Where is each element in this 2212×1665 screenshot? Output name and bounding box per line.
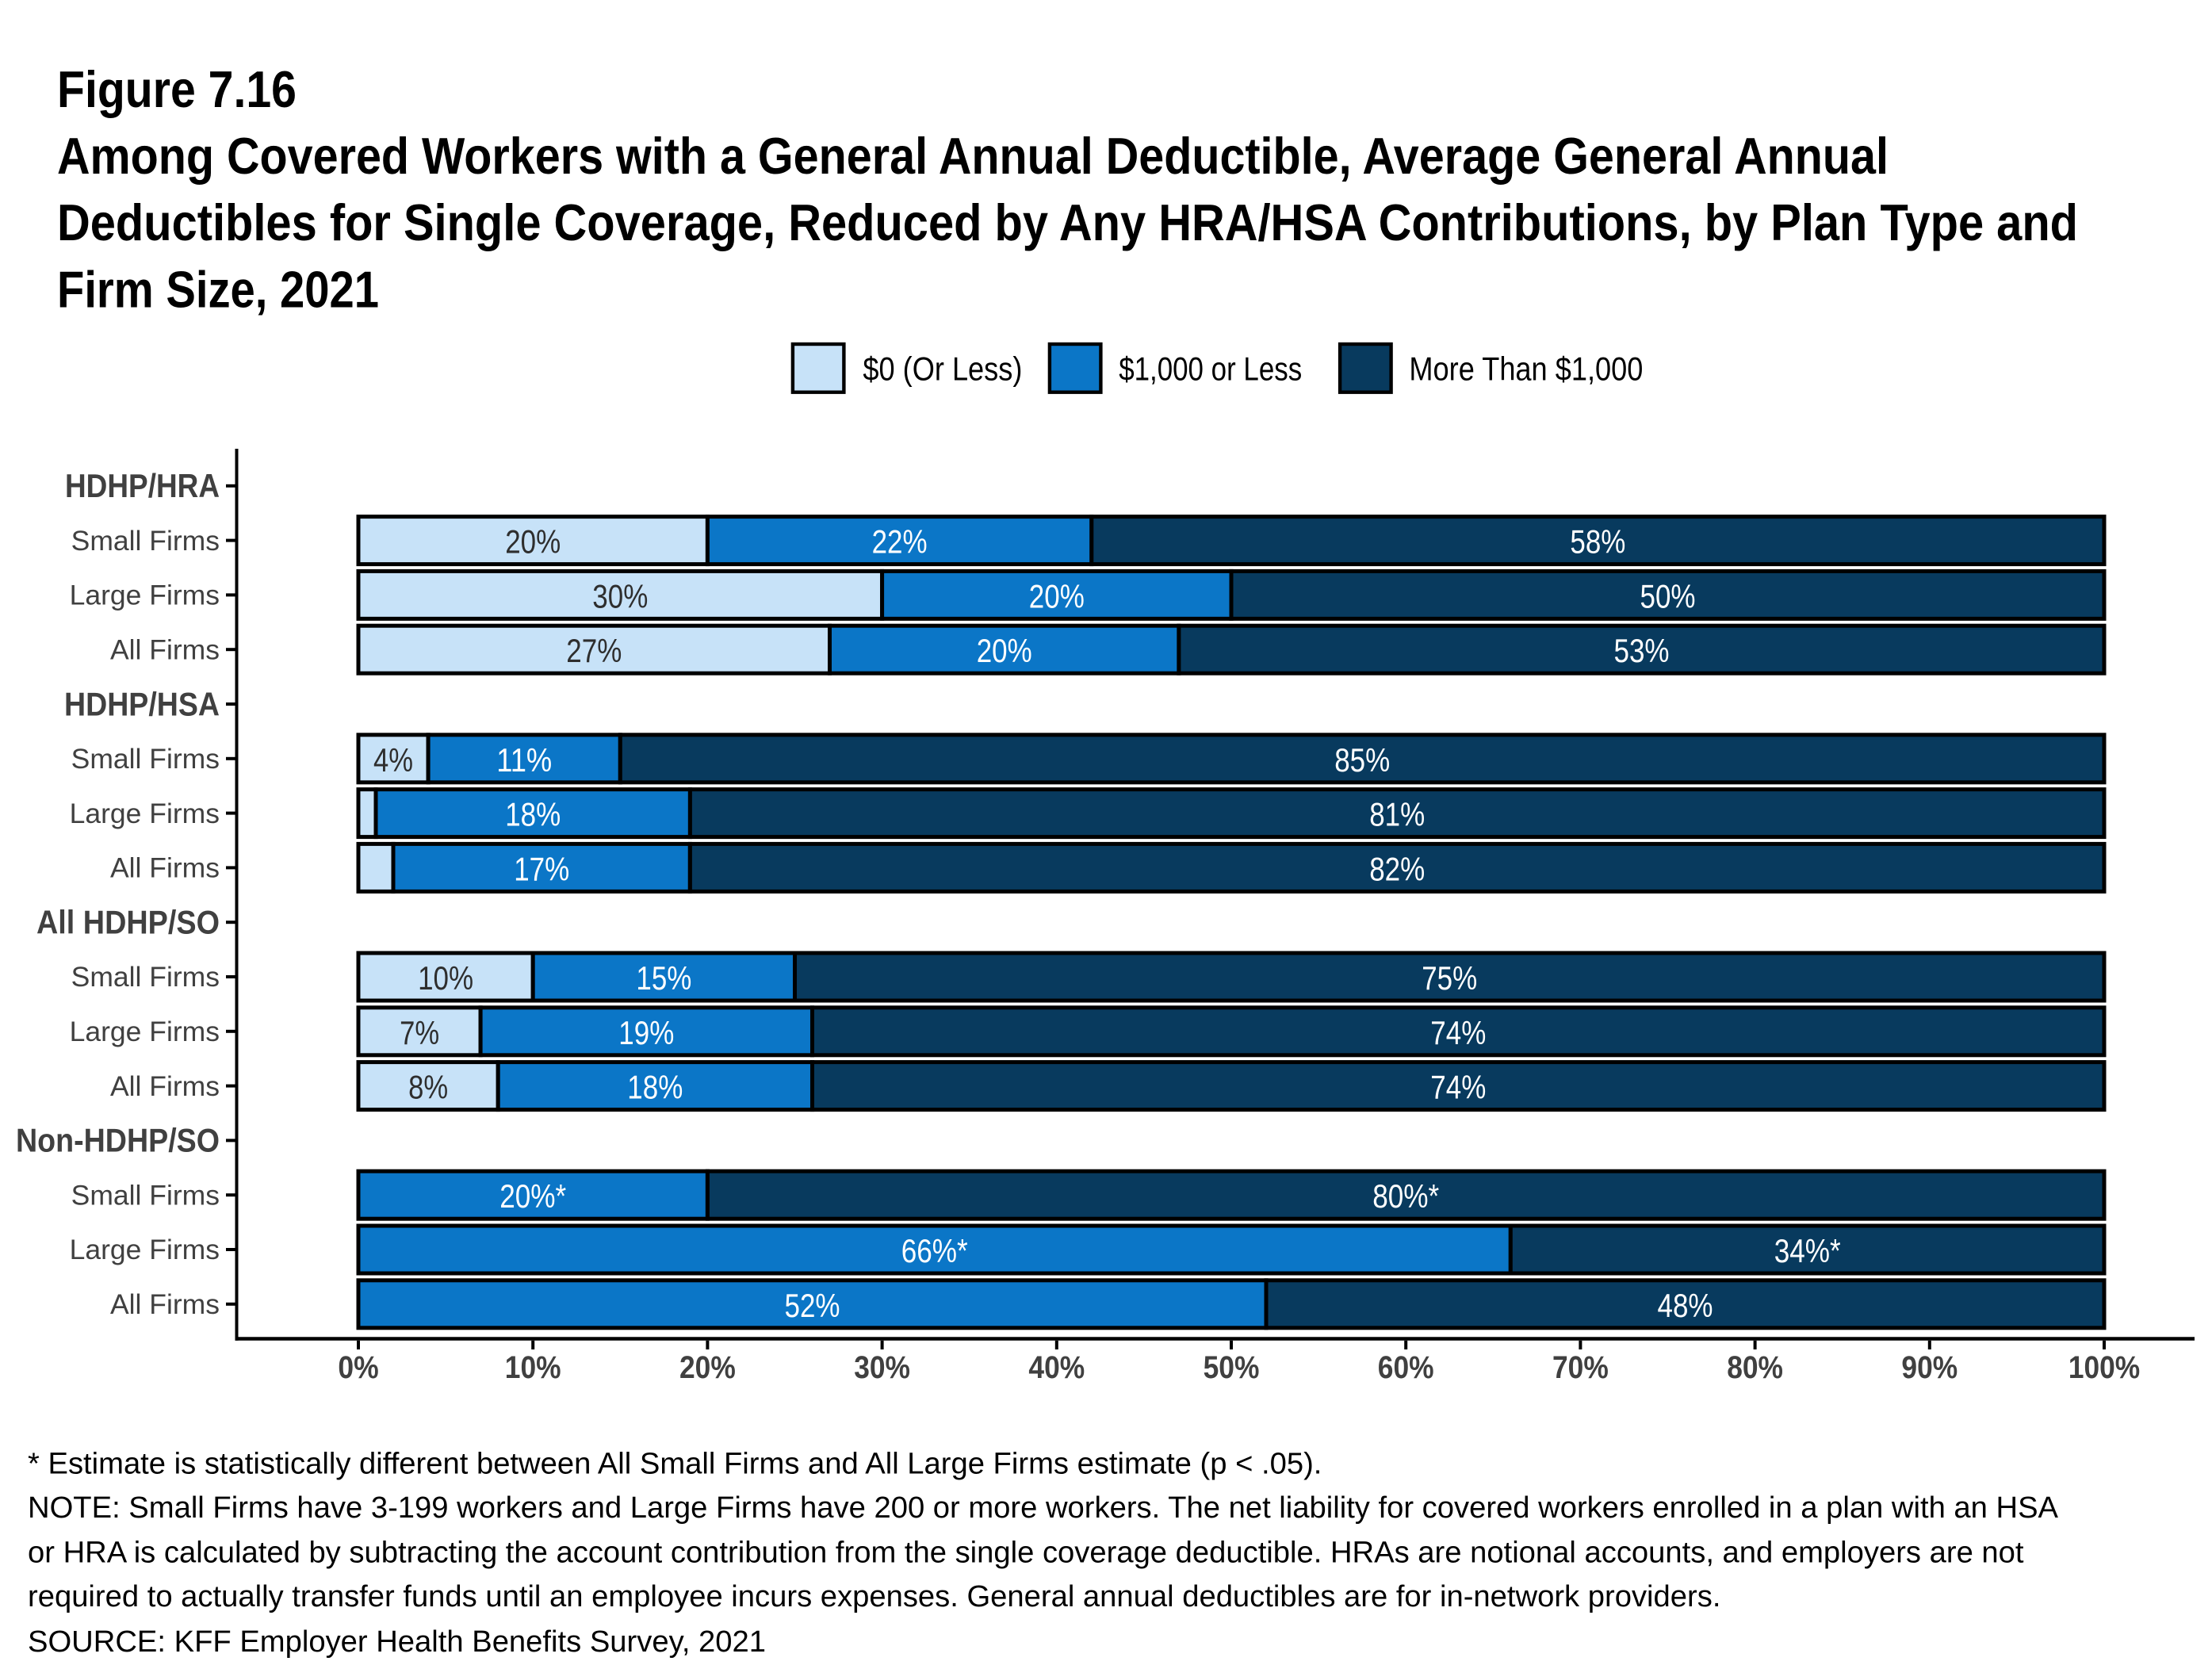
svg-text:90%: 90% [1901,1350,1958,1385]
svg-text:Small Firms: Small Firms [71,961,220,993]
svg-text:Deductibles for Single Coverag: Deductibles for Single Coverage, Reduced… [57,193,2078,251]
svg-text:19%: 19% [618,1014,674,1051]
svg-text:Large Firms: Large Firms [70,580,220,611]
svg-text:27%: 27% [566,632,622,669]
svg-text:Small Firms: Small Firms [71,1179,220,1211]
svg-text:80%: 80% [1727,1350,1783,1385]
svg-text:20%*: 20%* [499,1177,566,1215]
svg-text:50%: 50% [1204,1350,1260,1385]
svg-text:Firm Size, 2021: Firm Size, 2021 [57,261,379,319]
svg-text:66%*: 66%* [901,1232,968,1269]
svg-text:58%: 58% [1570,523,1625,561]
svg-text:10%: 10% [505,1350,561,1385]
svg-text:20%: 20% [505,523,561,561]
svg-text:HDHP/HRA: HDHP/HRA [65,467,220,504]
svg-text:Small Firms: Small Firms [71,525,220,557]
svg-text:50%: 50% [1640,577,1696,614]
svg-text:4%: 4% [373,741,413,779]
svg-text:15%: 15% [636,959,691,997]
svg-text:40%: 40% [1028,1350,1085,1385]
svg-text:70%: 70% [1552,1350,1609,1385]
svg-text:20%: 20% [977,632,1032,669]
svg-text:74%: 74% [1430,1069,1486,1106]
svg-text:All Firms: All Firms [110,633,220,665]
svg-text:Large Firms: Large Firms [70,798,220,829]
svg-text:or HRA is calculated by subtra: or HRA is calculated by subtracting the … [28,1536,2024,1570]
svg-text:82%: 82% [1369,850,1425,887]
svg-text:30%: 30% [854,1350,910,1385]
svg-text:10%: 10% [418,959,473,997]
svg-text:60%: 60% [1378,1350,1434,1385]
svg-text:All Firms: All Firms [110,852,220,884]
svg-text:17%: 17% [514,850,569,887]
svg-text:required to actually transfer: required to actually transfer funds unti… [28,1579,1720,1613]
svg-text:11%: 11% [496,741,552,779]
svg-text:18%: 18% [627,1069,683,1106]
svg-text:34%*: 34%* [1774,1232,1841,1269]
svg-text:All HDHP/SO: All HDHP/SO [36,904,220,941]
svg-text:0%: 0% [338,1350,378,1385]
svg-text:7%: 7% [400,1014,439,1051]
svg-text:81%: 81% [1369,796,1425,833]
svg-text:52%: 52% [785,1287,840,1324]
svg-text:22%: 22% [872,523,928,561]
svg-text:Large Firms: Large Firms [70,1234,220,1265]
svg-text:100%: 100% [2068,1350,2140,1385]
svg-text:$1,000 or Less: $1,000 or Less [1119,350,1302,388]
svg-text:NOTE: Small Firms have 3-199 w: NOTE: Small Firms have 3-199 workers and… [28,1491,2059,1525]
svg-text:20%: 20% [1029,577,1085,614]
svg-text:All Firms: All Firms [110,1288,220,1320]
svg-text:Figure 7.16: Figure 7.16 [57,60,297,118]
svg-text:Non-HDHP/SO: Non-HDHP/SO [16,1122,220,1159]
svg-text:$0 (Or Less): $0 (Or Less) [863,350,1022,388]
svg-text:75%: 75% [1422,959,1477,997]
svg-text:8%: 8% [408,1069,448,1106]
svg-text:HDHP/HSA: HDHP/HSA [64,685,220,722]
svg-text:53%: 53% [1614,632,1670,669]
svg-text:More Than $1,000: More Than $1,000 [1409,350,1643,388]
svg-text:74%: 74% [1430,1014,1486,1051]
svg-text:* Estimate is statistically di: * Estimate is statistically different be… [28,1446,1322,1480]
svg-text:48%: 48% [1658,1287,1713,1324]
svg-text:Large Firms: Large Firms [70,1016,220,1047]
svg-text:18%: 18% [505,796,561,833]
svg-text:All Firms: All Firms [110,1070,220,1102]
svg-text:Small Firms: Small Firms [71,743,220,775]
svg-text:SOURCE: KFF Employer Health Be: SOURCE: KFF Employer Health Benefits Sur… [28,1625,766,1659]
svg-text:Among Covered Workers with a G: Among Covered Workers with a General Ann… [57,127,1889,185]
svg-text:80%*: 80%* [1372,1177,1439,1215]
svg-text:85%: 85% [1334,741,1390,779]
svg-text:30%: 30% [592,577,648,614]
svg-text:20%: 20% [679,1350,736,1385]
